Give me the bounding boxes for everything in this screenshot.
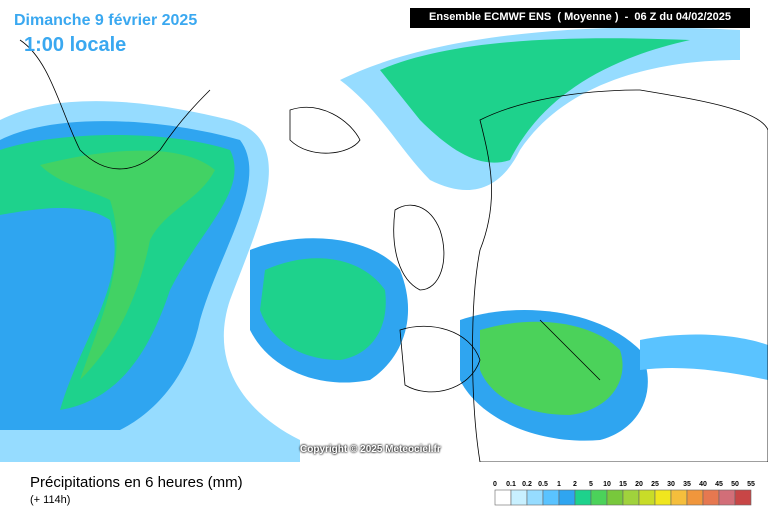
copyright: Copyright © 2025 Meteociel.fr [300, 444, 441, 455]
italy-coast [539, 319, 601, 381]
legend-swatch [718, 489, 736, 506]
legend-label: 35 [683, 481, 691, 488]
legend-swatch [702, 489, 720, 506]
date-label: Dimanche 9 février 2025 [14, 12, 198, 29]
legend-label: 0.1 [506, 481, 516, 488]
legend-swatch [558, 489, 576, 506]
legend-label: 20 [635, 481, 643, 488]
header-box [410, 8, 750, 28]
legend-swatch [734, 489, 752, 506]
legend-label: 40 [699, 481, 707, 488]
greenland-coast [19, 39, 211, 170]
legend-swatch [542, 489, 560, 506]
legend-label: 50 [731, 481, 739, 488]
footer-lead: (+ 114h) [30, 494, 71, 506]
legend-label: 45 [715, 481, 723, 488]
precip-area [640, 334, 768, 380]
footer-title: Précipitations en 6 heures (mm) [30, 474, 243, 491]
legend: 0 0.1 0.2 0.5 1 2 5 10 15 20 25 30 35 40 45 50 55 [493, 481, 755, 506]
precip-area [380, 38, 690, 163]
legend-swatch [686, 489, 704, 506]
legend-label: 2 [573, 481, 577, 488]
precip-area [260, 258, 386, 360]
legend-label: 5 [589, 481, 593, 488]
britain-coast [393, 204, 445, 291]
time-label: 1:00 locale [24, 34, 127, 56]
legend-swatch [574, 489, 592, 506]
iberia-coast [399, 325, 481, 393]
clear-area [0, 0, 330, 100]
legend-swatch [606, 489, 624, 506]
model-label: Ensemble ECMWF ENS ( Moyenne ) - 06 Z du… [429, 11, 731, 23]
legend-label: 25 [651, 481, 659, 488]
legend-label: 0.5 [538, 481, 548, 488]
legend-swatch [590, 489, 608, 506]
legend-label: 0 [493, 481, 497, 488]
iceland-coast [289, 106, 361, 154]
precip-area [480, 321, 623, 415]
legend-swatch [638, 489, 656, 506]
legend-label: 30 [667, 481, 675, 488]
legend-swatch [622, 489, 640, 506]
legend-swatch [494, 489, 512, 506]
precip-area [40, 150, 215, 380]
legend-swatch [654, 489, 672, 506]
legend-label: 55 [747, 481, 755, 488]
precipitation [0, 0, 768, 462]
legend-label: 10 [603, 481, 611, 488]
legend-swatch [670, 489, 688, 506]
legend-swatch [510, 489, 528, 506]
legend-label: 0.2 [522, 481, 532, 488]
legend-label: 1 [557, 481, 561, 488]
legend-swatch [526, 489, 544, 506]
legend-label: 15 [619, 481, 627, 488]
